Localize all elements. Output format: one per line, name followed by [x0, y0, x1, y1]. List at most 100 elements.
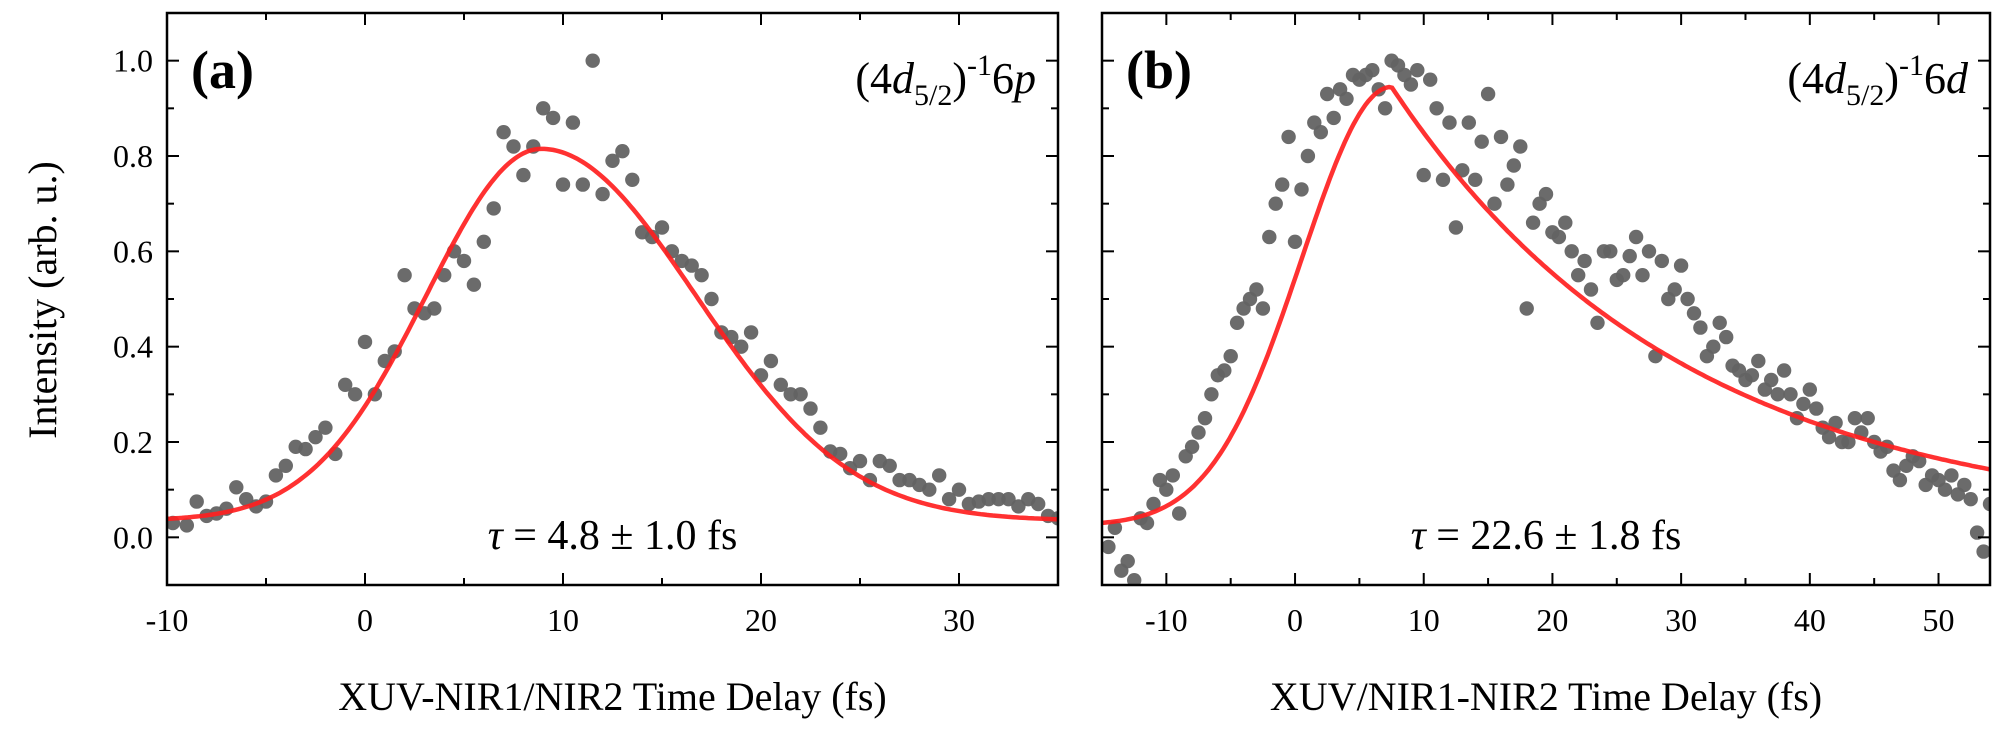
y-tick-label: 0.2 [113, 424, 153, 460]
y-tick-label: 0.8 [113, 138, 153, 174]
data-point [1693, 320, 1708, 335]
data-point [1262, 229, 1277, 245]
data-point [941, 492, 957, 507]
x-tick-label: 10 [547, 602, 579, 638]
data-point [1706, 339, 1721, 354]
data-point [338, 377, 353, 392]
data-point [1435, 172, 1451, 187]
data-point [506, 139, 521, 154]
data-point [1892, 472, 1908, 488]
data-point [1603, 244, 1618, 259]
data-point [1571, 268, 1586, 283]
x-axis-label: XUV/NIR1-NIR2 Time Delay (fs) [1270, 674, 1822, 719]
data-point [654, 220, 670, 235]
panel-b: -10 0 10 20 30 40 50 XUV/NIR1-NIR2 Time Delay (… [1100, 11, 1992, 719]
y-tick-label: 0.0 [113, 519, 153, 555]
data-point [1275, 177, 1290, 192]
data-point [555, 177, 571, 192]
data-point [545, 110, 561, 126]
data-point [1197, 411, 1213, 426]
data-point [1686, 306, 1702, 321]
data-point [1982, 496, 1990, 512]
data-point [1184, 439, 1200, 454]
fit-curve [167, 146, 1058, 522]
data-point [1416, 167, 1431, 183]
data-point [1551, 229, 1567, 245]
data-point [536, 101, 551, 116]
data-point [1963, 492, 1978, 507]
data-point [1583, 282, 1599, 297]
data-point [1326, 110, 1341, 126]
data-point [1031, 496, 1046, 512]
data-point [1429, 101, 1444, 116]
data-point [496, 125, 511, 140]
data-point [793, 387, 808, 402]
data-point [1268, 196, 1283, 211]
data-point [1320, 86, 1335, 102]
data-point [1525, 215, 1541, 230]
data-point [1809, 401, 1824, 416]
data-point [1204, 387, 1219, 402]
data-point [1339, 91, 1354, 107]
data-point [1912, 453, 1927, 469]
data-point [1423, 72, 1438, 87]
data-point [1751, 353, 1766, 369]
data-point [1011, 499, 1026, 514]
data-point [1667, 282, 1682, 297]
data-point [308, 430, 323, 445]
data-point [1847, 411, 1863, 426]
y-tick-label: 1.0 [113, 43, 153, 79]
data-point [1821, 430, 1837, 445]
data-point [575, 177, 590, 192]
data-point [466, 277, 482, 292]
data-point [1146, 496, 1161, 512]
data-point [1577, 253, 1592, 269]
data-point [1680, 291, 1695, 307]
data-point [773, 377, 788, 392]
data-point [278, 458, 293, 473]
data-point [1590, 315, 1605, 330]
data-point [605, 153, 620, 168]
x-tick-label: 20 [745, 602, 777, 638]
data-point [1461, 115, 1477, 130]
data-point [1937, 482, 1953, 497]
data-point [1770, 387, 1785, 402]
data-point [1313, 125, 1329, 140]
data-point [1127, 573, 1142, 585]
tau-annotation: τ = 4.8 ± 1.0 fs [488, 513, 738, 559]
data-point [1172, 506, 1187, 521]
data-point [981, 492, 996, 507]
data-point [704, 291, 719, 307]
data-point [347, 387, 363, 402]
data-point [1828, 415, 1843, 431]
data-point [922, 482, 937, 497]
data-point [1628, 229, 1644, 245]
data-point [585, 53, 600, 68]
x-tick-label: 10 [1408, 602, 1440, 638]
panel-a: -10 0 10 20 30 0.0 0.2 0.4 0.6 0.8 1.0 XUV-NIR1/NIR… [113, 11, 1060, 719]
data-point [763, 353, 779, 369]
data-point [1519, 301, 1534, 316]
data-point [1365, 62, 1380, 78]
data-point [1673, 258, 1689, 273]
data-point [456, 253, 472, 269]
data-point [476, 234, 491, 249]
data-point [1635, 268, 1650, 283]
data-point [1513, 139, 1528, 154]
data-point [516, 167, 531, 183]
data-point [1719, 329, 1734, 345]
data-point [1796, 396, 1811, 412]
x-tick-label: 30 [943, 602, 975, 638]
data-point [1191, 425, 1206, 440]
data-point [1558, 215, 1573, 230]
data-point [991, 492, 1006, 507]
data-point [813, 420, 828, 435]
data-point [397, 268, 412, 283]
x-tick-label: 30 [1665, 602, 1697, 638]
x-axis-label: XUV-NIR1/NIR2 Time Delay (fs) [338, 674, 887, 719]
data-point [1287, 234, 1303, 249]
data-point [1538, 186, 1554, 202]
data-point [852, 453, 868, 469]
data-point [1229, 315, 1245, 330]
